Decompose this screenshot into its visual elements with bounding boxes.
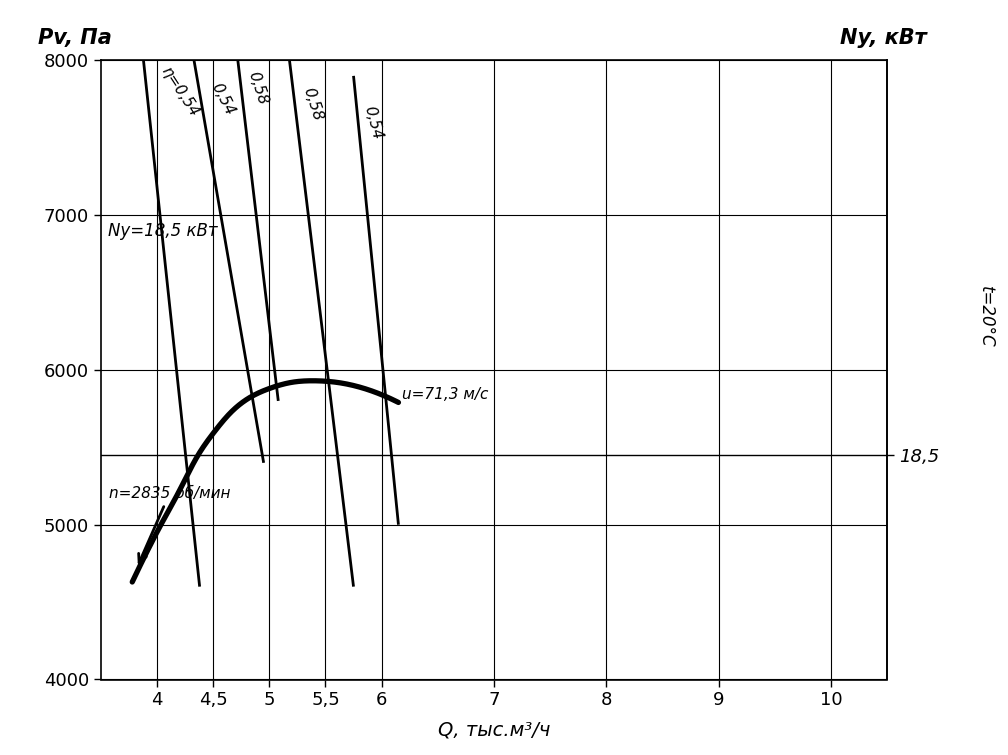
Text: t=20°C: t=20°C bbox=[977, 286, 995, 348]
Text: η=0,54: η=0,54 bbox=[158, 63, 202, 119]
Text: 0,58: 0,58 bbox=[300, 85, 326, 122]
Text: 0,54: 0,54 bbox=[209, 81, 238, 118]
Text: Pv, Па: Pv, Па bbox=[38, 28, 112, 48]
Text: Ny, кВт: Ny, кВт bbox=[840, 28, 926, 48]
Text: u=71,3 м/с: u=71,3 м/с bbox=[402, 387, 488, 402]
X-axis label: Q, тыс.м³/ч: Q, тыс.м³/ч bbox=[437, 720, 550, 739]
Text: n=2835 об/мин: n=2835 об/мин bbox=[109, 486, 230, 562]
Text: Ny=18,5 кВт: Ny=18,5 кВт bbox=[108, 222, 217, 239]
Text: 0,54: 0,54 bbox=[362, 104, 385, 140]
Text: 0,58: 0,58 bbox=[246, 69, 270, 106]
